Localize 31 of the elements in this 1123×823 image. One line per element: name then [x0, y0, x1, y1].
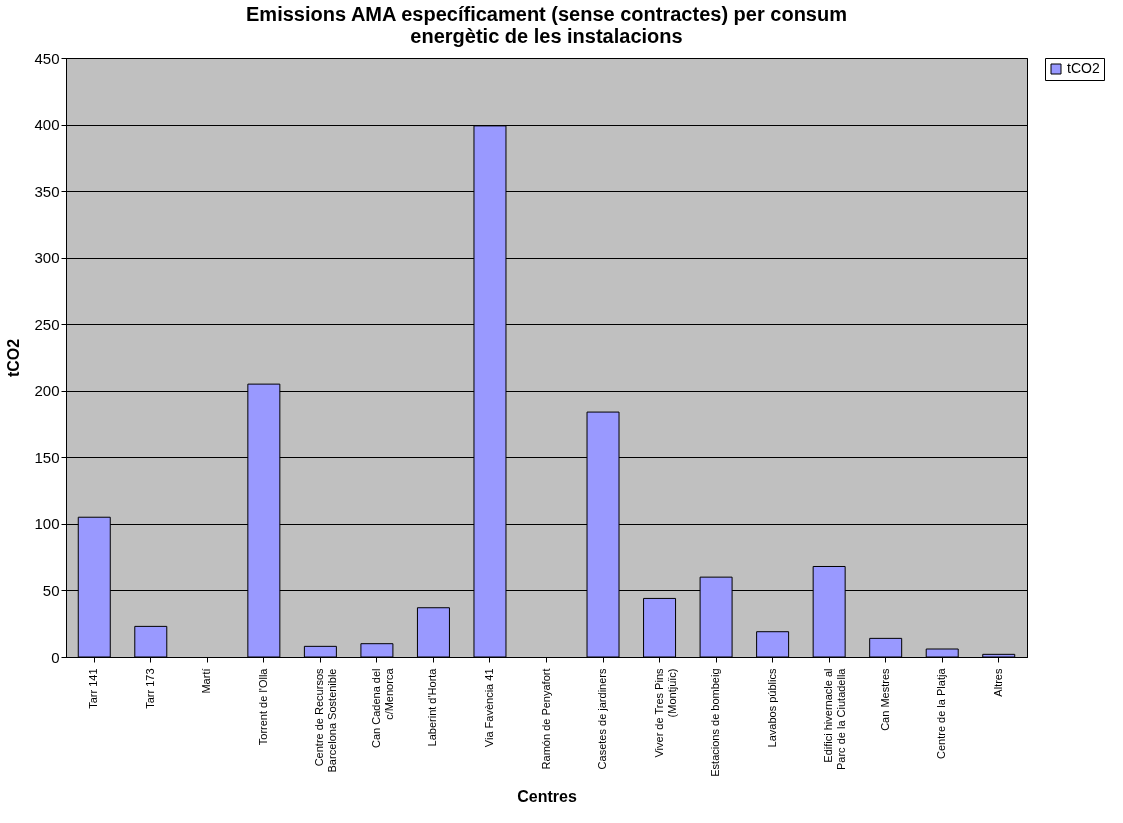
x-tick-label: Centre de Recursos Barcelona Sostenible: [313, 668, 339, 773]
x-tick-label: Laberint d'Horta: [426, 667, 439, 747]
x-tick-label: Tarr 173: [143, 668, 156, 709]
x-tick-label: Edifici hivernacle al Parc de la Ciutadella: [822, 667, 848, 771]
x-tick-label: Can Cadena del c/Menorca: [369, 667, 395, 749]
x-tick-label: Lavabos públics: [765, 668, 778, 748]
x-tick-label: Estacions de bombeig: [709, 668, 722, 777]
x-tick-label: Viver de Tres Pins (Montjuïc): [652, 668, 678, 758]
x-tick-label: Altres: [991, 668, 1004, 697]
x-tick-label: Can Mestres: [878, 668, 891, 731]
y-tick-label: 200: [34, 382, 60, 400]
x-tick-label: Martí: [200, 668, 213, 694]
y-tick-label: 100: [34, 515, 60, 533]
y-tick-label: 300: [34, 249, 60, 267]
x-tick-label: Tarr 141: [87, 668, 100, 709]
x-tick-label: Casetes de jardiners: [596, 668, 609, 770]
y-tick-label: 400: [34, 116, 60, 134]
x-tick-label: Via Favència 41: [482, 668, 495, 748]
x-tick-label: Torrent de l'Olla: [256, 667, 269, 746]
x-axis-title: Centres: [517, 787, 577, 805]
y-tick-label: 0: [51, 648, 60, 666]
y-tick-label: 50: [42, 581, 60, 599]
y-tick-label: 150: [34, 448, 60, 466]
x-tick-label: Ramón de Penyafort: [539, 668, 552, 770]
y-tick-label: 450: [34, 49, 60, 67]
y-tick-label: 350: [34, 182, 60, 200]
legend-label: tCO2: [1067, 60, 1100, 76]
x-tick-label: Centre de la Platja: [935, 667, 948, 759]
y-tick-label: 250: [34, 315, 60, 333]
y-axis-title: tCO2: [5, 338, 23, 378]
chart-title: Emissions AMA específicament (sense contractes) per consum energètic de les instalacions: [246, 3, 847, 47]
